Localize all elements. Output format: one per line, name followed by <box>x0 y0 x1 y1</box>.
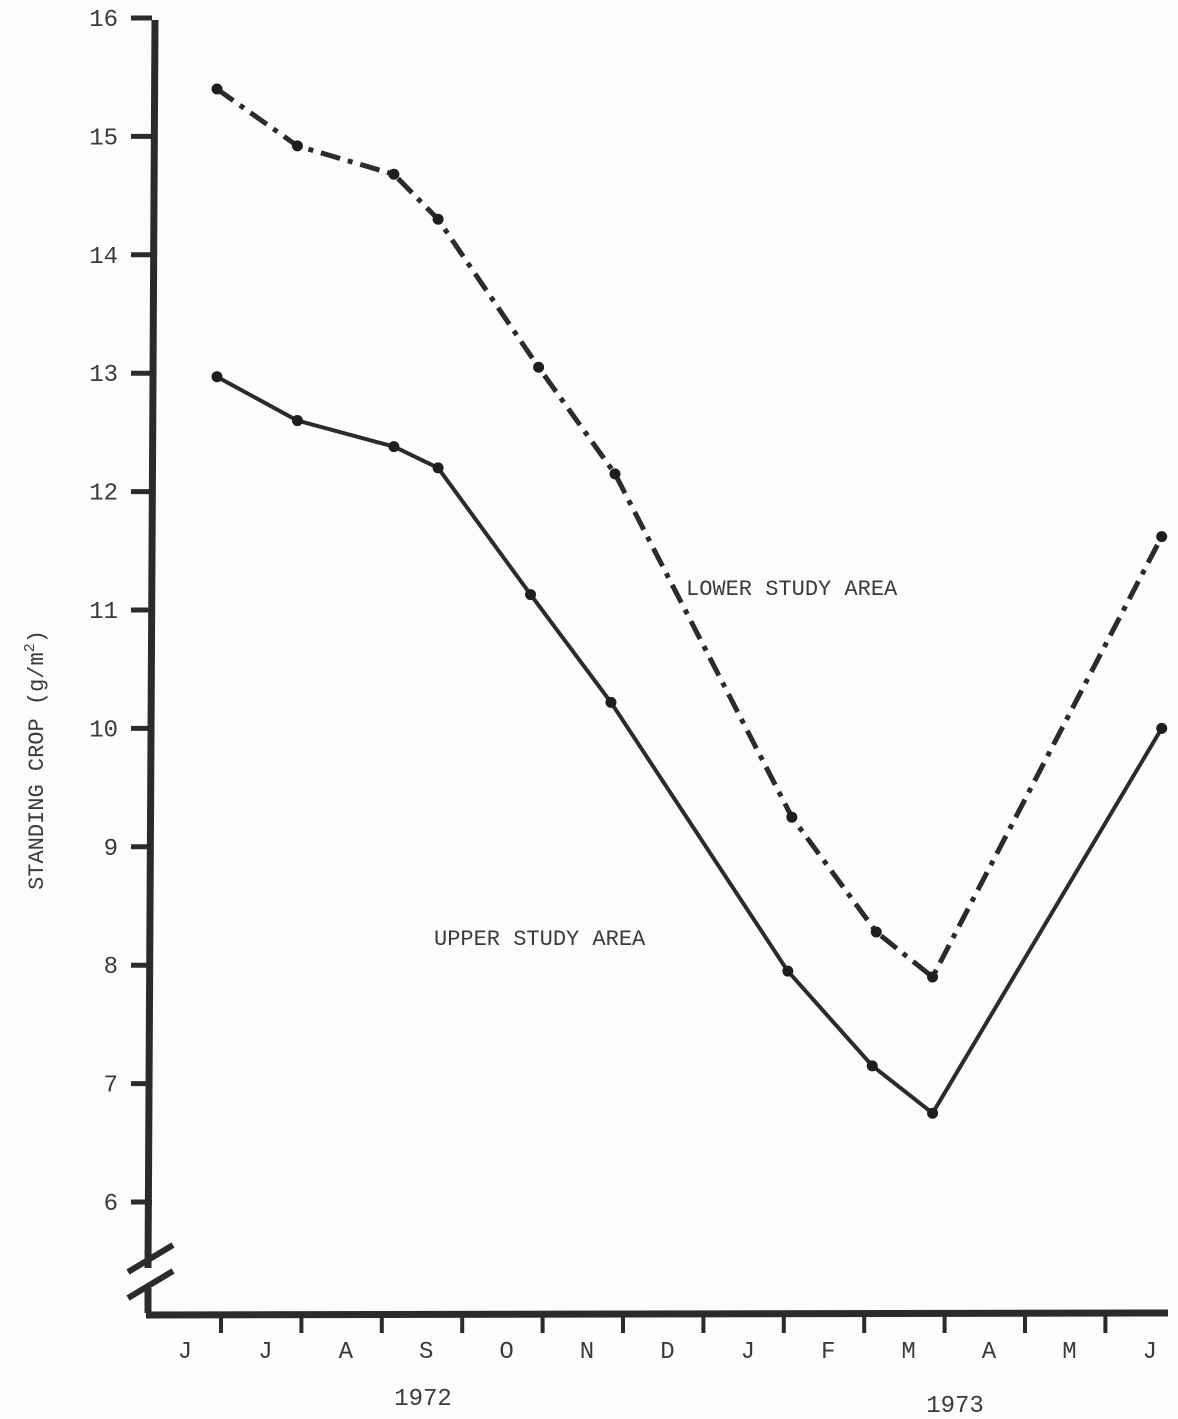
data-point <box>525 589 537 601</box>
x-month-label: S <box>419 1339 433 1366</box>
y-tick-label: 16 <box>89 7 118 34</box>
data-point <box>432 213 444 225</box>
axis-break-mark-lower <box>126 1268 175 1301</box>
series-line <box>215 86 1164 980</box>
data-point <box>291 140 303 152</box>
x-month-label: N <box>580 1339 594 1366</box>
data-point <box>927 1107 939 1119</box>
series-upper-study-area <box>211 371 1168 1119</box>
series-layer <box>211 83 1168 1119</box>
x-month-label: D <box>660 1339 674 1366</box>
x-month-label: M <box>1062 1339 1076 1366</box>
data-point <box>432 462 444 474</box>
data-point <box>927 971 939 983</box>
data-point <box>605 696 617 708</box>
x-month-label: M <box>901 1339 915 1366</box>
y-tick-label: 7 <box>104 1073 118 1100</box>
data-point <box>1156 531 1168 543</box>
y-tick-label: 8 <box>104 954 118 981</box>
data-point <box>1156 722 1168 734</box>
year-label-1972: 1972 <box>394 1386 452 1413</box>
data-point <box>291 415 303 427</box>
y-tick-label: 13 <box>89 362 118 389</box>
y-tick-label: 9 <box>104 836 118 863</box>
series-label-upper-study-area: UPPER STUDY AREA <box>434 927 646 952</box>
data-point <box>782 965 794 977</box>
data-point <box>211 371 223 383</box>
y-axis-title: STANDING CROP (g/m2) <box>22 630 50 890</box>
data-point <box>211 83 223 95</box>
data-point <box>609 468 621 480</box>
x-month-label: O <box>499 1339 513 1366</box>
y-tick-label: 6 <box>104 1191 118 1218</box>
y-tick-label: 12 <box>89 481 118 508</box>
y-tick-label: 14 <box>89 244 118 271</box>
x-month-label: F <box>821 1339 835 1366</box>
data-point <box>866 1060 878 1072</box>
x-month-label: A <box>982 1339 997 1366</box>
series-lower-study-area <box>211 83 1168 983</box>
x-axis-line <box>145 1309 1169 1319</box>
data-point <box>388 168 400 180</box>
data-point <box>786 811 798 823</box>
data-point <box>388 441 400 453</box>
year-label-1973: 1973 <box>926 1393 984 1419</box>
y-axis-line <box>144 19 159 1269</box>
data-point <box>870 926 882 938</box>
x-month-label: J <box>178 1339 192 1366</box>
x-month-label: J <box>1143 1339 1157 1366</box>
y-tick-label: 11 <box>89 599 118 626</box>
y-tick-label: 15 <box>89 125 118 152</box>
series-label-lower-study-area: LOWER STUDY AREA <box>686 577 898 602</box>
axis-break-mark-upper <box>126 1242 175 1275</box>
series-line <box>216 375 1164 1116</box>
x-month-label: J <box>741 1339 755 1366</box>
y-axis-ticks: 6 7 8 9 10 11 12 13 14 15 16 <box>89 7 152 1218</box>
y-tick-label: 10 <box>89 717 118 744</box>
x-month-label: A <box>339 1339 354 1366</box>
x-month-label: J <box>258 1339 272 1366</box>
data-point <box>533 361 545 373</box>
